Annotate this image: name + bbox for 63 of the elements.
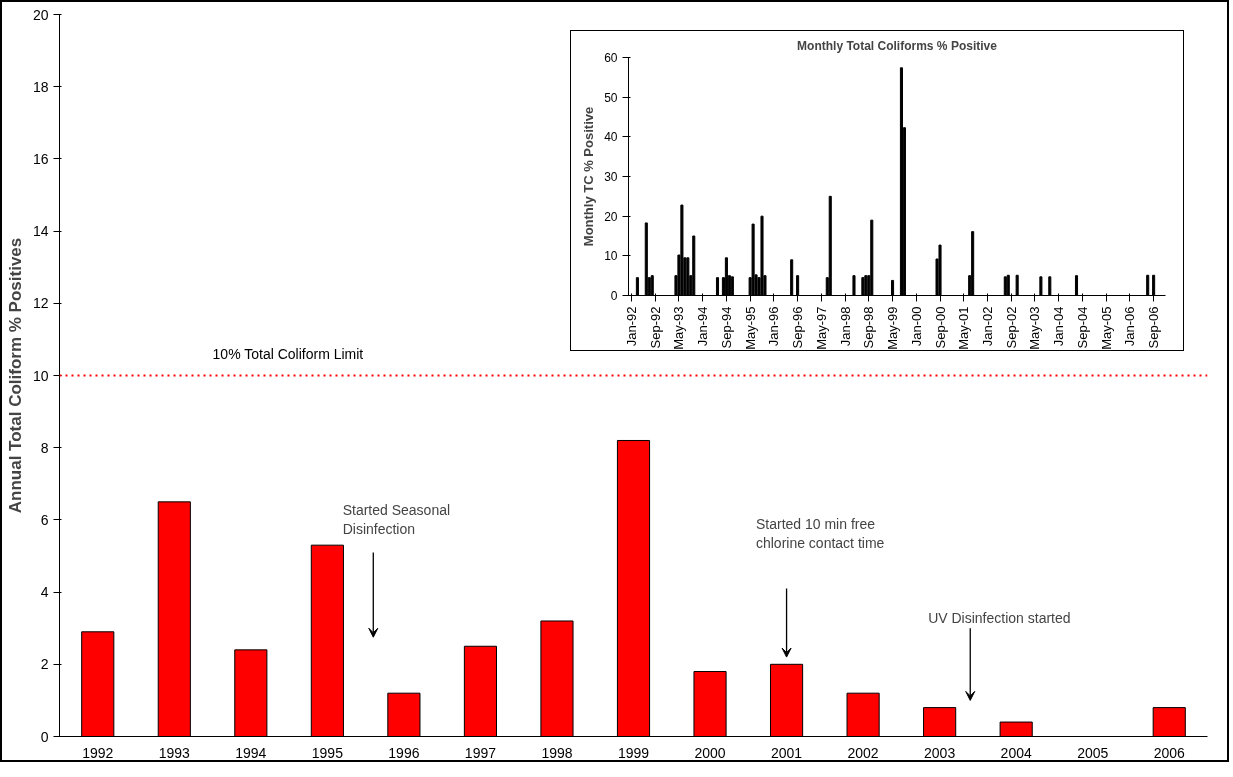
ref-line-label: 10% Total Coliform Limit <box>212 345 364 362</box>
x-tick-label: 2002 <box>847 744 879 761</box>
x-tick-label: Jan-98 <box>837 306 853 347</box>
y-tick-label: 20 <box>604 209 618 224</box>
annotation: UV Disinfection started <box>928 610 1071 627</box>
x-tick-label: May-05 <box>1098 306 1114 350</box>
x-tick-label: Sep-94 <box>718 306 734 349</box>
y-tick-label: 12 <box>32 295 49 312</box>
x-tick-label: 1996 <box>388 744 420 761</box>
x-tick-label: 2000 <box>694 744 726 761</box>
x-tick-label: 2006 <box>1153 744 1186 761</box>
y-axis-title: Monthly TC % Positive <box>581 106 597 247</box>
y-tick-label: 60 <box>604 51 618 65</box>
y-tick-label: 10 <box>604 249 618 264</box>
y-tick-label: 10 <box>32 367 49 384</box>
y-tick-label: 40 <box>604 130 618 145</box>
y-tick-label: 0 <box>40 728 49 745</box>
x-tick-label: 1999 <box>617 744 650 761</box>
x-tick-label: May-93 <box>671 306 687 350</box>
x-tick-label: Sep-98 <box>861 306 877 349</box>
y-tick-label: 14 <box>32 223 49 240</box>
x-tick-label: Sep-92 <box>647 306 663 349</box>
x-tick-label: May-01 <box>956 306 972 350</box>
x-tick-label: 2005 <box>1077 744 1109 761</box>
x-tick-label: 1995 <box>311 744 344 761</box>
x-tick-label: Jan-06 <box>1122 306 1138 347</box>
y-tick-label: 20 <box>32 6 49 23</box>
x-tick-label: 2003 <box>924 744 956 761</box>
x-tick-label: Sep-00 <box>932 306 948 349</box>
y-tick-label: 8 <box>40 439 49 456</box>
x-tick-label: Jan-96 <box>766 306 782 347</box>
annotation: Started Seasonal Disinfection <box>342 501 451 538</box>
x-tick-label: May-97 <box>813 306 829 350</box>
x-tick-label: Sep-04 <box>1074 306 1090 349</box>
y-axis-title: Annual Total Coliform % Positives <box>5 237 25 514</box>
y-tick-label: 18 <box>32 78 49 95</box>
x-tick-label: May-99 <box>885 306 901 350</box>
y-tick-label: 30 <box>604 170 618 184</box>
x-tick-label: Sep-02 <box>1003 306 1019 349</box>
y-tick-label: 0 <box>610 289 618 303</box>
x-tick-label: Jan-94 <box>695 306 711 347</box>
x-tick-label: Jan-04 <box>1051 306 1067 347</box>
x-tick-label: 1993 <box>158 744 191 761</box>
annotation: Started 10 min free chlorine contact time <box>755 516 885 552</box>
x-tick-label: 2004 <box>1000 744 1032 761</box>
y-tick-label: 50 <box>604 90 618 105</box>
y-tick-label: 16 <box>32 150 49 167</box>
y-tick-label: 6 <box>40 511 49 528</box>
x-tick-label: 1997 <box>464 744 497 761</box>
x-tick-label: Sep-06 <box>1146 306 1162 349</box>
x-tick-label: 2001 <box>770 744 803 761</box>
x-tick-label: Jan-92 <box>623 306 639 347</box>
chart-title: Monthly Total Coliforms % Positive <box>797 38 998 53</box>
x-tick-label: Sep-96 <box>790 306 806 349</box>
x-tick-label: Jan-00 <box>908 306 924 347</box>
x-tick-label: 1994 <box>235 744 267 761</box>
x-tick-label: 1992 <box>82 744 114 761</box>
x-tick-label: 1998 <box>541 744 573 761</box>
y-tick-label: 2 <box>40 656 49 673</box>
x-tick-label: May-95 <box>742 306 758 350</box>
x-tick-label: Jan-02 <box>979 306 995 347</box>
y-tick-label: 4 <box>40 584 49 601</box>
x-tick-label: May-03 <box>1027 306 1043 350</box>
